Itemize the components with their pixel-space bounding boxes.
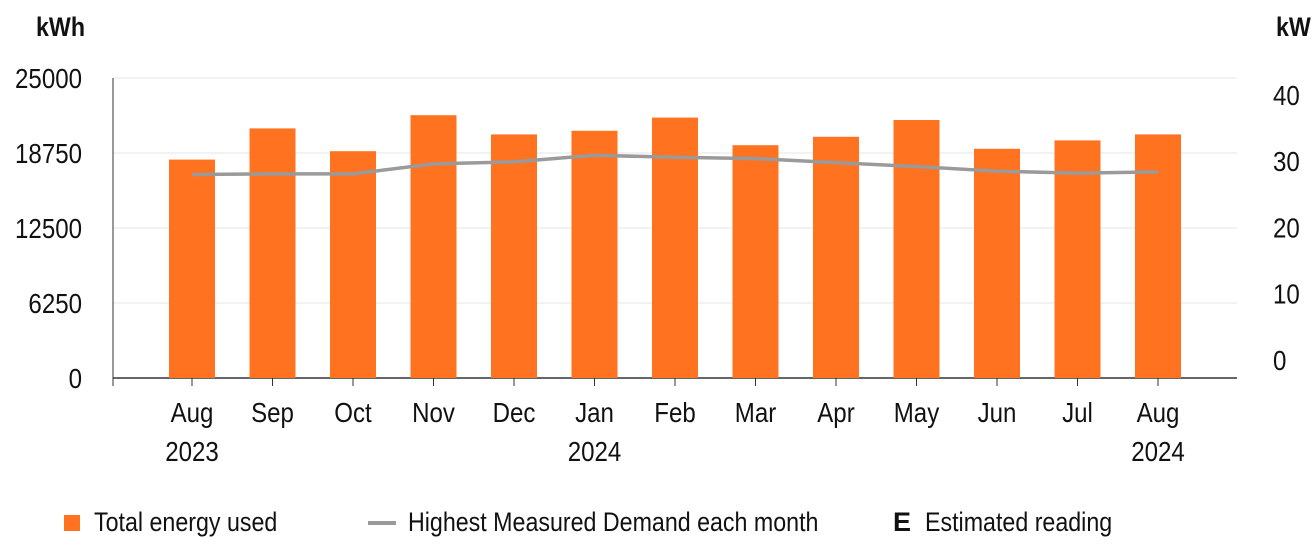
x-tick-label-month: Oct: [334, 396, 372, 428]
left-tick-label: 25000: [15, 62, 82, 94]
legend-item-estimated: E Estimated reading: [893, 507, 1143, 538]
bar-total-energy: [893, 120, 940, 378]
bar-total-energy: [571, 130, 618, 378]
legend-estimate-marker: E: [893, 507, 912, 537]
x-tick-label-month: Apr: [817, 396, 855, 428]
x-tick-label-month: Nov: [412, 396, 455, 428]
bar-total-energy: [1135, 134, 1181, 378]
x-tick-label-month: Jun: [978, 396, 1017, 428]
x-tick-label-year: 2023: [165, 435, 219, 467]
x-tick-label-month: Feb: [654, 396, 695, 428]
legend-label-estimated: Estimated reading: [925, 507, 1113, 537]
right-tick-label: 0: [1273, 344, 1286, 376]
right-tick-label: 40: [1273, 79, 1300, 111]
right-tick-label: 20: [1273, 212, 1300, 244]
x-tick-label-month: Dec: [493, 396, 536, 428]
x-tick-label-month: Aug: [171, 396, 214, 428]
bar-total-energy: [410, 115, 457, 378]
x-tick-label-month: Sep: [251, 396, 294, 428]
left-tick-label: 6250: [28, 287, 82, 319]
legend-line-swatch: [368, 520, 396, 525]
x-tick-label-month: Mar: [735, 396, 777, 428]
bar-total-energy: [813, 136, 859, 378]
left-tick-label: 18750: [15, 137, 82, 169]
legend-item-total-energy: Total energy used: [64, 507, 307, 538]
left-axis-unit: kWh: [36, 12, 86, 42]
left-tick-label: 0: [69, 362, 82, 394]
bar-total-energy: [974, 148, 1020, 378]
energy-usage-chart: 0 6250 12500 18750 25000 0 10 20 30 40 Aug 2023 Sep O…: [15, 62, 1300, 467]
legend-label-total-energy: Total energy used: [94, 507, 278, 537]
legend-label-peak-demand: Highest Measured Demand each month: [408, 507, 819, 537]
line-peak-demand: [191, 153, 1159, 177]
left-tick-label: 12500: [15, 212, 82, 244]
right-axis-unit: kW: [1276, 12, 1311, 42]
bar-total-energy: [732, 145, 779, 378]
bar-total-energy: [169, 159, 215, 378]
right-tick-label: 30: [1273, 146, 1300, 178]
bar-total-energy: [330, 151, 376, 378]
x-tick-label-year: 2024: [1131, 435, 1185, 467]
x-tick-label-month: Jan: [575, 396, 614, 428]
right-tick-label: 10: [1273, 278, 1300, 310]
x-tick-label-month: Aug: [1137, 396, 1180, 428]
bar-total-energy: [652, 117, 698, 378]
legend-item-peak-demand: Highest Measured Demand each month: [368, 507, 885, 538]
bar-total-energy: [249, 128, 296, 378]
legend-bar-swatch: [64, 514, 80, 531]
legend: Total energy used Highest Measured Deman…: [0, 507, 1314, 543]
bar-total-energy: [1054, 140, 1101, 378]
bar-total-energy: [491, 134, 537, 378]
x-tick-label-year: 2024: [568, 435, 622, 467]
x-tick-label-month: Jul: [1062, 396, 1093, 428]
x-tick-label-month: May: [894, 396, 939, 428]
